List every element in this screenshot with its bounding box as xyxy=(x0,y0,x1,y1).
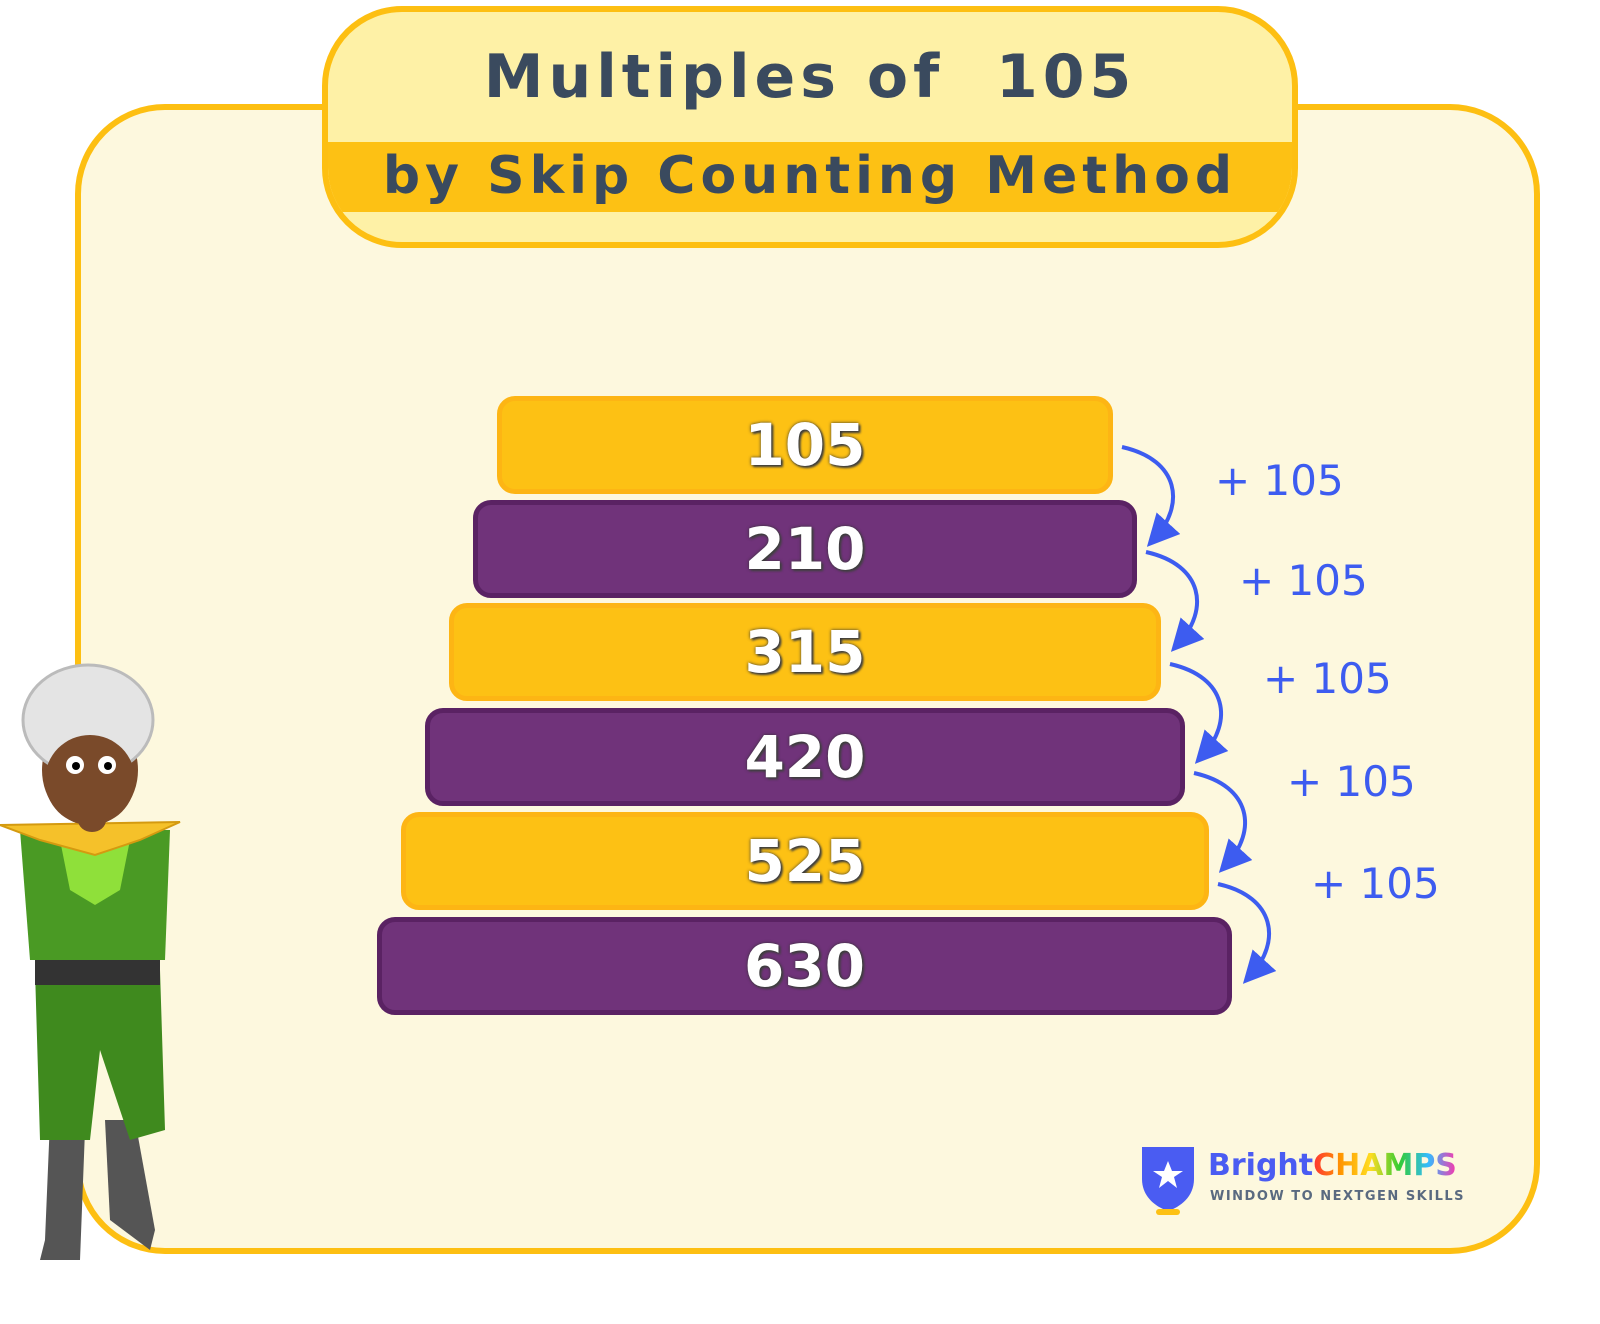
arrow-icon xyxy=(1145,550,1205,652)
multiple-bar-3: 315 xyxy=(449,603,1161,701)
arrow-icon xyxy=(1193,771,1253,873)
arrow-icon xyxy=(1169,662,1229,764)
thinking-character-illustration xyxy=(0,663,181,1260)
multiple-bar-1: 105 xyxy=(497,396,1113,494)
arrow-icon xyxy=(1217,882,1277,984)
brightchamps-logo: BrightCHAMPS xyxy=(1208,1148,1457,1183)
step-label: + 105 xyxy=(1263,654,1392,703)
shield-star-icon xyxy=(1142,1147,1194,1215)
brand-bright: Bright xyxy=(1208,1148,1314,1183)
multiple-bar-6: 630 xyxy=(377,917,1232,1015)
multiple-bar-4: 420 xyxy=(425,708,1185,806)
step-label: + 105 xyxy=(1287,757,1416,806)
brand-champs: CHAMPS xyxy=(1313,1148,1457,1183)
step-label: + 105 xyxy=(1239,556,1368,605)
page-subtitle: by Skip Counting Method xyxy=(382,146,1238,206)
multiple-bar-2: 210 xyxy=(473,500,1137,598)
brand-tagline: WINDOW TO NEXTGEN SKILLS xyxy=(1210,1189,1466,1204)
multiple-bar-5: 525 xyxy=(401,812,1209,910)
arrow-icon xyxy=(1121,445,1181,547)
title-banner: Multiples of 105 by Skip Counting Method xyxy=(322,6,1298,248)
title-band xyxy=(328,142,1292,212)
step-label: + 105 xyxy=(1215,456,1344,505)
step-label: + 105 xyxy=(1311,859,1440,908)
page-title: Multiples of 105 xyxy=(483,42,1137,112)
